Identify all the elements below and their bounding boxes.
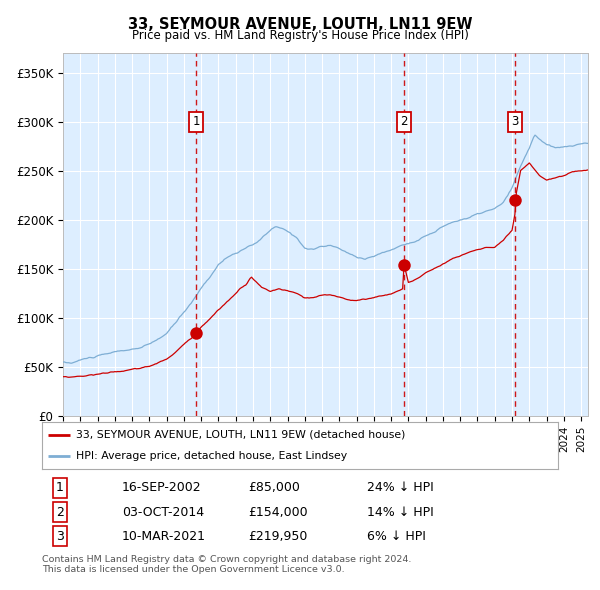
Text: 6% ↓ HPI: 6% ↓ HPI — [367, 530, 426, 543]
Text: 1: 1 — [193, 115, 200, 128]
Text: 1: 1 — [56, 481, 64, 494]
Text: 3: 3 — [56, 530, 64, 543]
Text: 33, SEYMOUR AVENUE, LOUTH, LN11 9EW (detached house): 33, SEYMOUR AVENUE, LOUTH, LN11 9EW (det… — [76, 430, 405, 440]
Text: Price paid vs. HM Land Registry's House Price Index (HPI): Price paid vs. HM Land Registry's House … — [131, 30, 469, 42]
Text: 10-MAR-2021: 10-MAR-2021 — [122, 530, 206, 543]
Text: 3: 3 — [512, 115, 519, 128]
Text: 2: 2 — [56, 506, 64, 519]
Text: 24% ↓ HPI: 24% ↓ HPI — [367, 481, 434, 494]
Text: 16-SEP-2002: 16-SEP-2002 — [122, 481, 202, 494]
Text: £154,000: £154,000 — [248, 506, 308, 519]
Text: £85,000: £85,000 — [248, 481, 300, 494]
Text: Contains HM Land Registry data © Crown copyright and database right 2024.: Contains HM Land Registry data © Crown c… — [42, 555, 412, 563]
Text: £219,950: £219,950 — [248, 530, 308, 543]
Text: 33, SEYMOUR AVENUE, LOUTH, LN11 9EW: 33, SEYMOUR AVENUE, LOUTH, LN11 9EW — [128, 17, 472, 31]
Text: 2: 2 — [400, 115, 408, 128]
Text: This data is licensed under the Open Government Licence v3.0.: This data is licensed under the Open Gov… — [42, 565, 344, 574]
Text: 03-OCT-2014: 03-OCT-2014 — [122, 506, 204, 519]
Text: 14% ↓ HPI: 14% ↓ HPI — [367, 506, 434, 519]
Text: HPI: Average price, detached house, East Lindsey: HPI: Average price, detached house, East… — [76, 451, 347, 461]
